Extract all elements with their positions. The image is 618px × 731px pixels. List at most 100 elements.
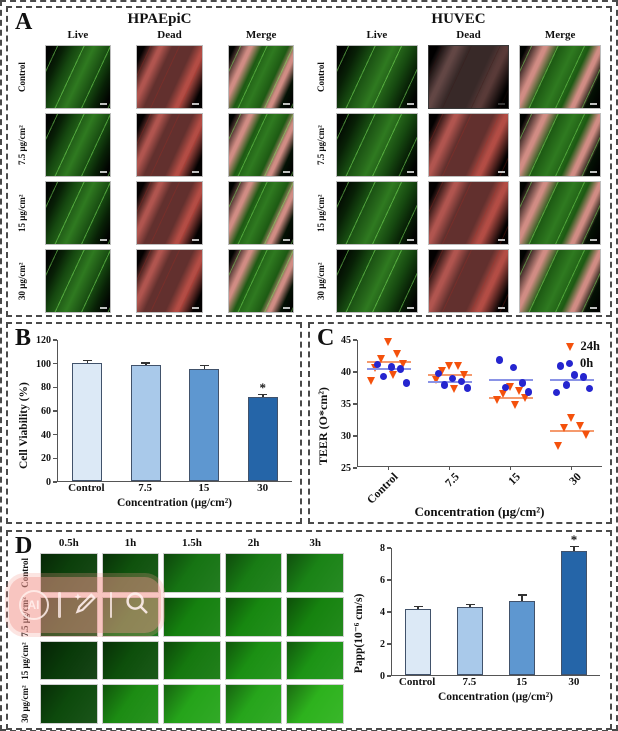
error-bar-cap bbox=[465, 603, 475, 606]
x-category-control: Control bbox=[398, 676, 436, 688]
x-tick-mark bbox=[509, 466, 512, 471]
bar-15 bbox=[509, 600, 535, 675]
column-header-dead: Dead bbox=[157, 29, 182, 41]
data-point-0h bbox=[402, 379, 411, 387]
row-label-control: Control bbox=[316, 62, 326, 92]
data-point-0h bbox=[524, 388, 533, 396]
column-header-live: Live bbox=[366, 29, 388, 41]
bar-7.5 bbox=[130, 365, 161, 481]
data-point-0h bbox=[509, 363, 518, 372]
data-point-0h bbox=[457, 377, 466, 386]
plot-column: * Control 7.5 15 30 Concentration (μg/cm²) bbox=[57, 340, 292, 518]
papp-image-30-g-cm-1.5h bbox=[163, 684, 221, 725]
x-axis-label: Concentration (μg/cm²) bbox=[414, 504, 545, 519]
legend-marker-triangle-icon bbox=[565, 342, 574, 351]
x-category-control: Control bbox=[365, 471, 401, 507]
x-category-15: 15 bbox=[506, 471, 523, 488]
micrograph-hpaepic-15-g-cm-dead bbox=[136, 181, 203, 245]
bar-control bbox=[72, 362, 103, 481]
micrograph-huvec-7.5-g-cm-merge bbox=[519, 113, 601, 177]
row-label-30-g-cm: 30 μg/cm² bbox=[316, 262, 326, 300]
significance-marker: * bbox=[259, 380, 267, 396]
data-point-24h bbox=[560, 424, 568, 433]
micrograph-hpaepic-control-live bbox=[44, 45, 112, 109]
cell_viability-bar-chart: Cell Viability (%) 0 20 40 60 80 100 120 * Contro… bbox=[18, 334, 292, 518]
y-tick-label: 0 bbox=[380, 671, 385, 682]
papp-image-control-1.5h bbox=[163, 553, 221, 593]
y-tick-label: 35 bbox=[341, 399, 351, 410]
y-tick-mark bbox=[387, 579, 391, 581]
papp-image-control-2h bbox=[224, 553, 283, 593]
micrograph-hpaepic-control-merge bbox=[227, 45, 295, 109]
plot-area: * bbox=[391, 533, 600, 676]
data-point-0h bbox=[501, 383, 510, 392]
y-tick-mark bbox=[387, 643, 391, 645]
x-category-30: 30 bbox=[567, 471, 584, 488]
error-bar bbox=[521, 595, 523, 601]
y-axis: 0 20 40 60 80 100 120 bbox=[33, 335, 57, 490]
papp-image-30-g-cm-0.5h bbox=[40, 684, 98, 725]
papp-image-15-g-cm-1h bbox=[101, 640, 160, 681]
micrograph-hpaepic-15-g-cm-live bbox=[44, 181, 112, 245]
y-tick-mark bbox=[353, 403, 357, 405]
papp-image-15-g-cm-0.5h bbox=[40, 640, 98, 681]
micrograph-huvec-control-dead bbox=[427, 45, 510, 109]
mean-line-0h-30 bbox=[549, 378, 594, 381]
error-bar-cap bbox=[517, 594, 527, 596]
data-point-24h bbox=[377, 355, 385, 364]
papp-image-7.5-g-cm-1.5h bbox=[163, 596, 221, 637]
mean-line-24h-7.5 bbox=[427, 373, 472, 376]
plot-area: * bbox=[57, 340, 292, 482]
ai-watermark: AI bbox=[9, 577, 161, 633]
significance-marker: * bbox=[570, 532, 578, 547]
micrograph-hpaepic-control-dead bbox=[136, 45, 203, 109]
chart-area: 0 2 4 6 8 * Control 7.5 15 30 Concentration (μg/cm… bbox=[367, 533, 600, 724]
bar-slot-7.5 bbox=[117, 340, 176, 481]
panel-c-label: C bbox=[317, 325, 335, 351]
data-point-0h bbox=[495, 356, 504, 364]
x-category-7.5: 7.5 bbox=[443, 471, 462, 490]
data-point-24h bbox=[371, 364, 379, 373]
mean-line-24h-control bbox=[366, 360, 411, 363]
live-dead-micrograph-grids: HPAEpiC Live Dead Merge Control 7.5 μg/cm² 15 … bbox=[14, 11, 604, 313]
x-category-7.5: 7.5 bbox=[462, 676, 477, 688]
error-bar bbox=[417, 607, 419, 609]
micrograph-hpaepic-30-g-cm-merge bbox=[227, 249, 295, 313]
bar-slot-15 bbox=[175, 340, 234, 481]
teer-scatter-chart: TEER (O*cm²) 25 30 35 40 45 24h 0h Control 7.5 15 3… bbox=[316, 332, 602, 520]
papp-image-15-g-cm-3h bbox=[286, 640, 344, 681]
data-point-24h bbox=[399, 360, 407, 369]
mean-line-24h-30 bbox=[549, 429, 594, 432]
micrograph-huvec-7.5-g-cm-live bbox=[336, 113, 418, 177]
y-tick-mark bbox=[387, 611, 391, 613]
row-label-15-g-cm: 15 μg/cm² bbox=[20, 641, 30, 680]
bar-slot-control bbox=[392, 548, 444, 675]
micrograph-huvec-7.5-g-cm-dead bbox=[427, 113, 510, 177]
panel-b: B Cell Viability (%) 0 20 40 60 80 100 120 * Cont… bbox=[6, 322, 302, 524]
data-point-0h bbox=[570, 371, 579, 379]
data-point-0h bbox=[579, 373, 588, 381]
x-axis-label: Concentration (μg/cm²) bbox=[437, 691, 554, 703]
data-point-0h bbox=[463, 384, 472, 392]
chart-area: 0 20 40 60 80 100 120 * Control 7.5 15 30 Concentrat… bbox=[33, 334, 292, 518]
y-tick-mark bbox=[353, 371, 357, 373]
watermark-divider-icon bbox=[109, 592, 112, 618]
data-point-24h bbox=[445, 361, 453, 370]
column-header-dead: Dead bbox=[456, 29, 481, 41]
data-point-24h bbox=[389, 371, 397, 380]
bar-control bbox=[405, 608, 431, 675]
error-bar-cap bbox=[569, 545, 579, 547]
y-axis: 0 2 4 6 8 bbox=[367, 543, 391, 684]
data-point-24h bbox=[393, 350, 401, 359]
y-tick-label: 30 bbox=[341, 431, 351, 442]
ai-badge-icon: AI bbox=[18, 590, 49, 620]
y-tick-label: 40 bbox=[341, 367, 351, 378]
data-point-0h bbox=[585, 384, 594, 393]
error-bar-cap bbox=[199, 364, 209, 367]
row-label-control: Control bbox=[17, 62, 27, 92]
time-header-3h: 3h bbox=[309, 537, 321, 549]
teer-chart: TEER (O*cm²) 25 30 35 40 45 24h 0h Control 7.5 15 3… bbox=[316, 332, 602, 520]
y-tick-mark bbox=[353, 435, 357, 437]
data-point-0h bbox=[387, 363, 396, 371]
data-point-0h bbox=[518, 379, 527, 387]
